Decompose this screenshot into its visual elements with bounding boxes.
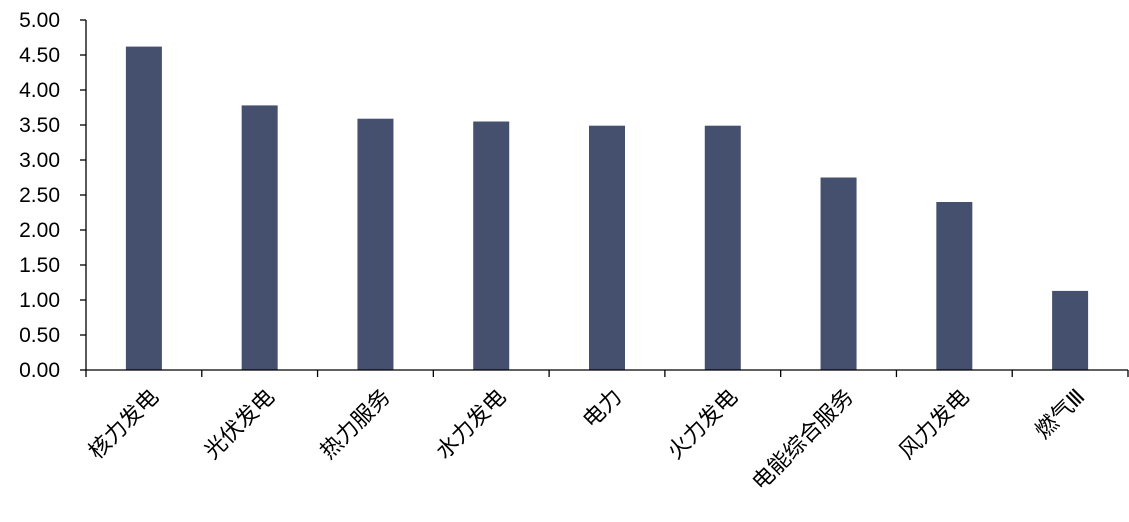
y-tick-label: 1.50: [19, 254, 60, 277]
bar: [241, 105, 278, 371]
x-tick-label: 光伏发电: [199, 384, 279, 464]
bar-series: [125, 46, 1089, 371]
bar: [704, 125, 741, 370]
x-tick-label: 风力发电: [894, 384, 974, 464]
x-tick-label: 核力发电: [84, 384, 164, 464]
x-axis-ticks: 核力发电 光伏发电 热力服务 水力发电 电力 火力发电 电能综合服务 风力发电 燃气Ⅲ: [84, 370, 1129, 495]
y-tick-label: 0.00: [19, 359, 60, 382]
y-tick-label: 0.50: [19, 324, 60, 347]
x-tick-label: 电力: [578, 384, 627, 433]
bar: [125, 46, 162, 370]
x-tick-label: 水力发电: [431, 384, 511, 464]
x-tick-label: 燃气Ⅲ: [1030, 384, 1090, 444]
y-tick-label: 2.00: [19, 219, 60, 242]
bar: [936, 202, 973, 370]
y-tick-label: 4.50: [19, 44, 60, 67]
bar: [589, 125, 625, 370]
y-tick-label: 5.00: [19, 9, 60, 32]
x-tick-label: 热力服务: [315, 384, 395, 464]
y-tick-label: 1.00: [19, 289, 60, 312]
x-tick-label: 火力发电: [662, 384, 742, 464]
y-tick-label: 3.50: [19, 114, 60, 137]
bar: [473, 121, 510, 370]
y-tick-label: 3.00: [19, 149, 60, 172]
y-tick-label: 4.00: [19, 79, 60, 102]
bar: [357, 118, 394, 370]
y-axis-ticks: 0.00 0.50 1.00 1.50 2.00 2.50 3.00 3.50 4.00 4.50…: [19, 9, 86, 382]
x-tick-label: 电能综合服务: [747, 384, 858, 495]
bar: [1052, 290, 1089, 370]
y-tick-label: 2.50: [19, 184, 60, 207]
bar: [820, 177, 857, 370]
